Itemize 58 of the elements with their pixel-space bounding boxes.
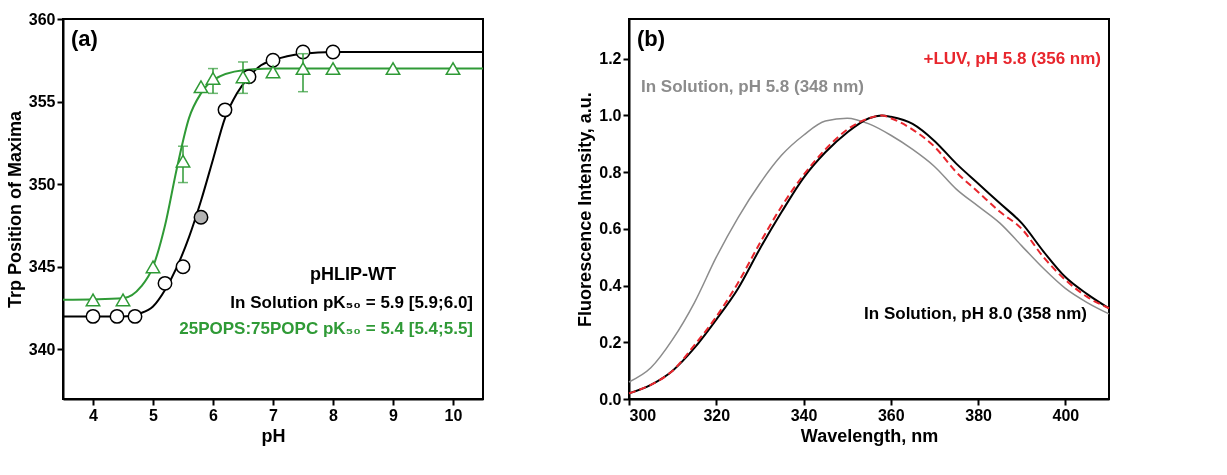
point — [115, 293, 131, 307]
y-tick-label: 0.0 — [599, 390, 622, 408]
x-tick-label: 7 — [269, 406, 279, 424]
y-tick-label: 1.0 — [599, 106, 622, 124]
y-tick-label: 0.6 — [599, 220, 622, 238]
x-axis-title: Wavelength, nm — [800, 425, 939, 446]
text: +LUV, pH 5.8 (356 nm) — [923, 49, 1101, 68]
point — [295, 62, 311, 76]
y-tick-label: 0.2 — [599, 333, 622, 351]
point — [175, 154, 191, 168]
y-tick-label: 360 — [28, 10, 56, 28]
x-axis-title: pH — [261, 425, 286, 446]
x-tick-label: 6 — [209, 406, 219, 424]
point — [205, 71, 221, 86]
point — [127, 308, 143, 324]
x-tick-label: 10 — [444, 406, 463, 424]
point — [109, 308, 125, 324]
point — [145, 260, 161, 274]
y-tick-label: 355 — [28, 93, 56, 111]
y-axis-title: Fluorescence Intensity, a.u. — [575, 92, 596, 327]
point — [193, 80, 209, 94]
series-label: In Solution, pH 8.0 (358 nm) — [864, 304, 1087, 323]
point — [325, 62, 341, 76]
x-tick-label: 8 — [329, 406, 339, 424]
y-tick-label: 1.2 — [599, 50, 622, 68]
x-tick-label: 5 — [149, 406, 159, 424]
x-tick-label: 320 — [703, 406, 731, 424]
point — [325, 44, 341, 60]
point — [157, 275, 173, 291]
y-tick-label: 340 — [28, 340, 56, 358]
y-tick-label: 350 — [28, 175, 56, 193]
annotation: (b) — [637, 26, 666, 51]
x-tick-label: 340 — [790, 406, 818, 424]
x-tick-label: 400 — [1052, 406, 1080, 424]
x-tick-label: 380 — [965, 406, 993, 424]
point — [265, 65, 281, 79]
point — [445, 62, 461, 76]
x-tick-label: 300 — [629, 406, 657, 424]
series-label: In Solution, pH 5.8 (348 nm) — [641, 77, 864, 96]
x-tick-label: 4 — [89, 406, 99, 424]
point — [217, 102, 233, 118]
point — [175, 259, 191, 275]
text: In Solution pK₅₀ = 5.9 [5.9;6.0] — [230, 293, 473, 312]
point — [385, 62, 401, 76]
x-tick-label: 9 — [389, 406, 399, 424]
legend-title: pHLIP-WT — [310, 264, 396, 284]
y-axis-title: Trp Position of Maxima — [4, 110, 25, 309]
y-tick-label: 0.8 — [599, 163, 622, 181]
point — [85, 293, 101, 307]
point — [193, 209, 209, 225]
point — [235, 70, 251, 84]
y-tick-label: 345 — [28, 258, 56, 276]
y-tick-label: 0.4 — [599, 277, 622, 295]
text: 25POPS:75POPC pK₅₀ = 5.4 [5.4;5.5] — [179, 319, 473, 338]
annotation: (a) — [71, 26, 98, 51]
point — [85, 308, 101, 324]
point — [265, 52, 281, 68]
x-tick-label: 360 — [877, 406, 905, 424]
